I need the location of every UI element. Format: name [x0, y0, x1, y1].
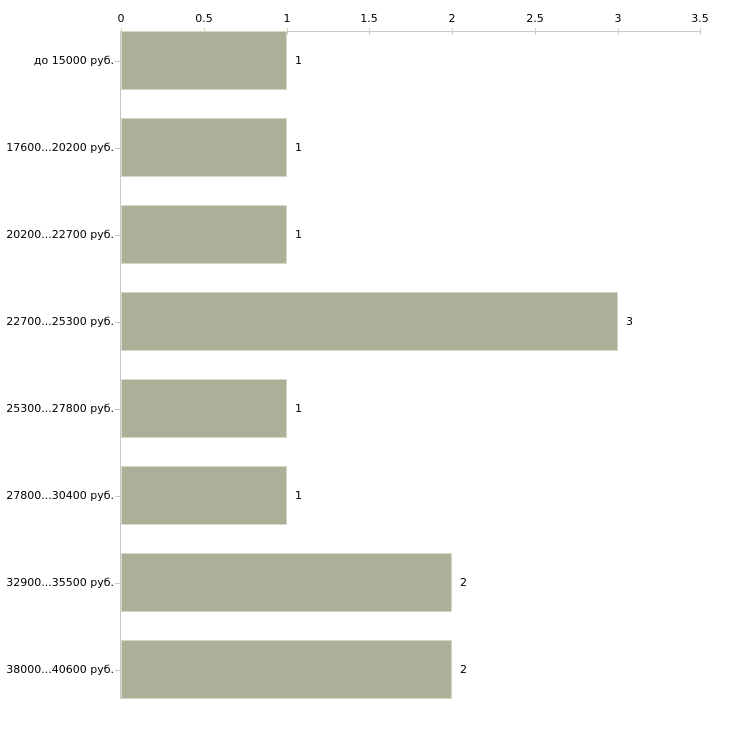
bar-value-label: 2	[460, 576, 467, 589]
category-label: 22700...25300 руб.	[6, 315, 114, 328]
bar-value-label: 2	[460, 663, 467, 676]
bar	[121, 379, 287, 438]
x-axis-tick-mark	[535, 28, 536, 35]
category-label: 25300...27800 руб.	[6, 402, 114, 415]
y-axis-tick-mark	[115, 148, 120, 149]
x-axis-tick-mark	[452, 28, 453, 35]
x-axis-tick-label: 1	[283, 12, 291, 25]
bar-value-label: 1	[295, 489, 302, 502]
bar	[121, 205, 287, 264]
x-axis-tick-mark	[369, 28, 370, 35]
y-axis-tick-mark	[115, 322, 120, 323]
x-axis-tick-mark	[287, 28, 288, 35]
bar-value-label: 1	[295, 402, 302, 415]
category-label: 27800...30400 руб.	[6, 489, 114, 502]
category-label: 32900...35500 руб.	[6, 576, 114, 589]
x-axis-tick-label: 2	[448, 12, 456, 25]
x-axis-tick-label: 2.5	[526, 12, 544, 25]
x-axis-tick-label: 1.5	[360, 12, 378, 25]
x-axis-tick-label: 3	[614, 12, 622, 25]
bar	[121, 31, 287, 90]
bar	[121, 118, 287, 177]
y-axis-tick-mark	[115, 583, 120, 584]
y-axis-tick-mark	[115, 496, 120, 497]
x-axis-line	[121, 31, 701, 32]
bar	[121, 640, 452, 699]
category-label: до 15000 руб.	[33, 54, 114, 67]
bar	[121, 292, 618, 351]
bar	[121, 553, 452, 612]
bar-value-label: 1	[295, 228, 302, 241]
bar-value-label: 3	[626, 315, 633, 328]
x-axis-tick-mark	[618, 28, 619, 35]
y-axis-tick-mark	[115, 235, 120, 236]
x-axis-tick-mark	[700, 28, 701, 35]
y-axis-line	[120, 31, 121, 699]
y-axis-tick-mark	[115, 61, 120, 62]
category-label: 20200...22700 руб.	[6, 228, 114, 241]
bar-value-label: 1	[295, 54, 302, 67]
y-axis-tick-mark	[115, 409, 120, 410]
x-axis-tick-label: 3.5	[691, 12, 709, 25]
category-label: 38000...40600 руб.	[6, 663, 114, 676]
bar-value-label: 1	[295, 141, 302, 154]
x-axis-tick-label: 0.5	[195, 12, 213, 25]
x-axis-tick-label: 0	[117, 12, 125, 25]
bar	[121, 466, 287, 525]
category-label: 17600...20200 руб.	[6, 141, 114, 154]
y-axis-tick-mark	[115, 670, 120, 671]
